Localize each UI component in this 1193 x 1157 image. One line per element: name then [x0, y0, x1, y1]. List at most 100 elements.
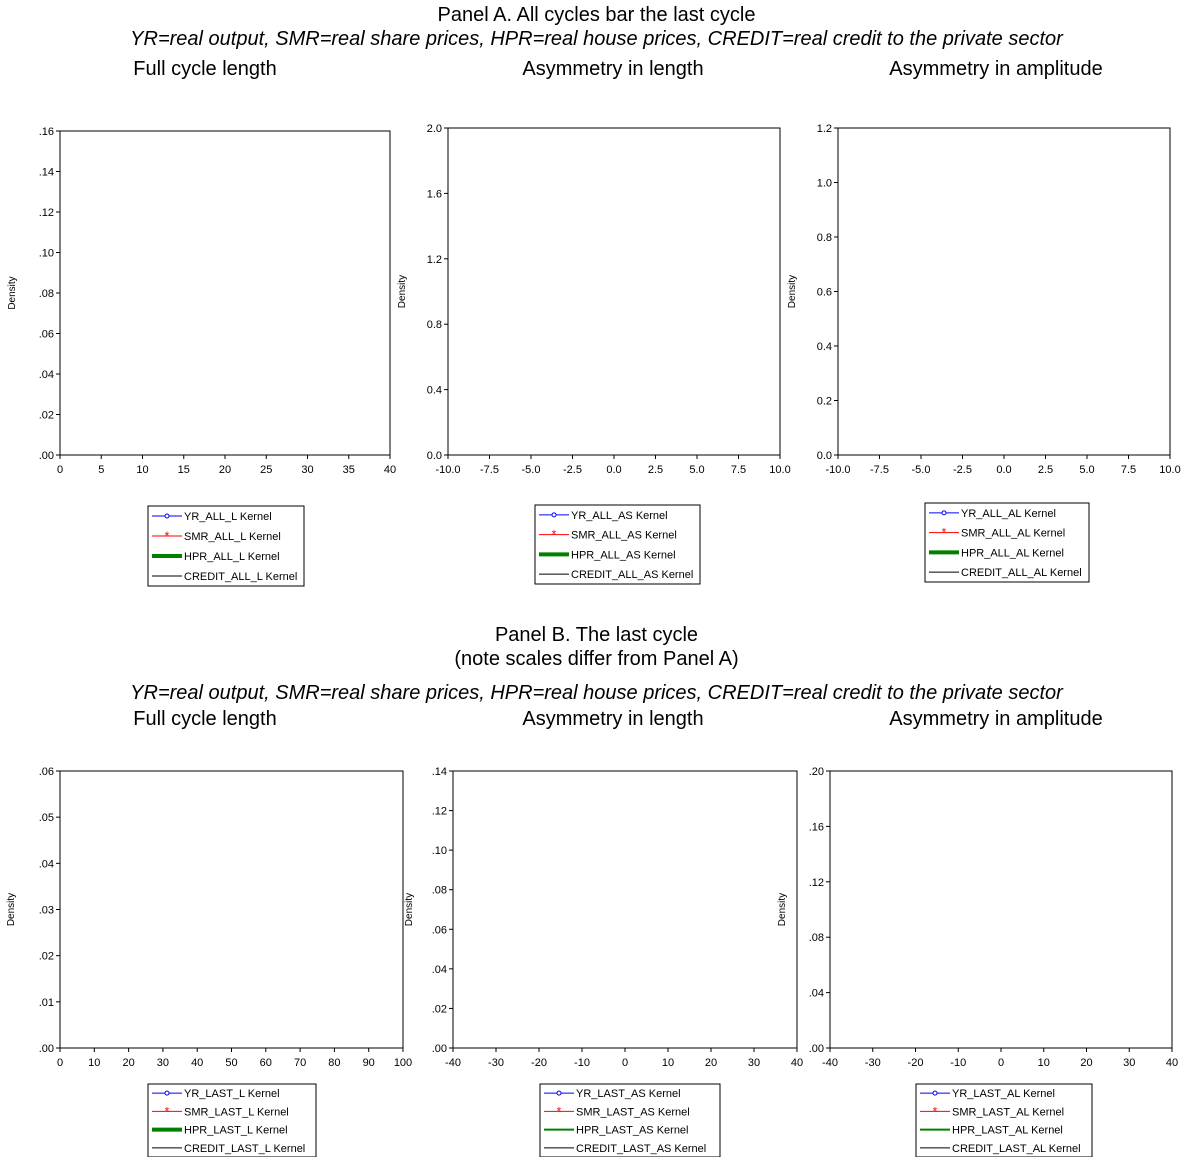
y-tick-label: .01 — [39, 997, 54, 1009]
legend-label: CREDIT_LAST_AS Kernel — [576, 1143, 706, 1155]
legend-label: SMR_ALL_L Kernel — [184, 531, 281, 543]
x-tick-label: 30 — [1123, 1057, 1135, 1069]
legend: YR_LAST_AL Kernel * SMR_LAST_AL Kernel HPR_… — [915, 1083, 1093, 1157]
legend-box — [534, 504, 701, 585]
y-tick-label: 0.4 — [817, 341, 832, 353]
y-tick-label: .12 — [432, 806, 447, 818]
legend-marker-circle-icon — [556, 1090, 562, 1096]
x-tick-label: 0.0 — [606, 464, 621, 476]
x-tick-label: 30 — [157, 1057, 169, 1069]
panel-a-subtitle: YR=real output, SMR=real share prices, H… — [130, 28, 1063, 50]
x-tick-label: 7.5 — [731, 464, 746, 476]
legend-label: CREDIT_LAST_AL Kernel — [952, 1143, 1081, 1155]
y-axis-label: Density — [787, 275, 798, 308]
y-tick-label: .08 — [39, 288, 54, 300]
x-tick-label: 10 — [136, 464, 148, 476]
x-tick-label: 0 — [57, 464, 63, 476]
x-tick-label: -40 — [822, 1057, 838, 1069]
y-tick-label: .06 — [39, 766, 54, 778]
x-tick-label: 50 — [225, 1057, 237, 1069]
plot-frame — [59, 130, 391, 456]
y-tick-label: .12 — [39, 207, 54, 219]
y-tick-label: .02 — [39, 410, 54, 422]
y-axis-label: Density — [777, 893, 788, 926]
x-tick-label: 40 — [791, 1057, 803, 1069]
x-tick-label: -30 — [865, 1057, 881, 1069]
y-tick-label: .04 — [432, 964, 447, 976]
x-tick-label: 5.0 — [689, 464, 704, 476]
y-tick-label: 0.6 — [817, 287, 832, 299]
y-tick-label: .02 — [432, 1003, 447, 1015]
x-tick-label: -5.0 — [522, 464, 541, 476]
x-tick-label: -20 — [531, 1057, 547, 1069]
legend-label: YR_ALL_AL Kernel — [961, 508, 1056, 520]
x-tick-label: 100 — [394, 1057, 412, 1069]
legend: YR_ALL_AS Kernel * SMR_ALL_AS Kernel HPR_AL… — [534, 504, 701, 585]
x-tick-label: -2.5 — [563, 464, 582, 476]
plot-frame — [447, 127, 781, 456]
plot-frame — [837, 127, 1171, 456]
legend-box — [147, 505, 305, 587]
legend-label: HPR_LAST_AL Kernel — [952, 1125, 1063, 1137]
panel-b-col-title-1: Full cycle length — [133, 708, 277, 730]
y-tick-label: 1.2 — [817, 123, 832, 135]
plot-frame — [452, 770, 798, 1049]
x-tick-label: 7.5 — [1121, 464, 1136, 476]
x-tick-label: 60 — [260, 1057, 272, 1069]
y-axis-label: Density — [6, 893, 17, 926]
y-tick-label: .14 — [432, 766, 447, 778]
panel-b-note: (note scales differ from Panel A) — [454, 648, 739, 670]
y-tick-label: 0.8 — [817, 232, 832, 244]
legend-label: SMR_ALL_AL Kernel — [961, 528, 1065, 540]
x-tick-label: -10.0 — [435, 464, 460, 476]
chart-3: 0.0 0.2 0.4 0.6 0.8 1.0 1.2 -10.0 -7.5 -5.0 -2.5 0.… — [787, 123, 1181, 583]
y-tick-label: 1.0 — [817, 178, 832, 190]
x-tick-label: 0 — [622, 1057, 628, 1069]
y-tick-label: .10 — [39, 248, 54, 260]
x-tick-label: -7.5 — [870, 464, 889, 476]
legend-label: YR_LAST_AL Kernel — [952, 1088, 1055, 1100]
legend-box — [924, 502, 1090, 583]
x-tick-label: -2.5 — [953, 464, 972, 476]
legend: YR_LAST_L Kernel * SMR_LAST_L Kernel HPR_LA… — [147, 1083, 317, 1157]
legend-label: CREDIT_ALL_AS Kernel — [571, 569, 693, 581]
legend-box — [147, 1083, 317, 1157]
x-tick-label: 40 — [384, 464, 396, 476]
y-tick-label: 0.0 — [427, 450, 442, 462]
x-tick-label: 20 — [1080, 1057, 1092, 1069]
x-tick-label: 40 — [1166, 1057, 1178, 1069]
panel-b-title: Panel B. The last cycle — [494, 624, 699, 646]
legend-label: SMR_ALL_AS Kernel — [571, 530, 677, 542]
chart-5: .00 .02 .04 .06 .08 .10 .12 .14 -40 -30 -20 -10 0 10 2… — [404, 766, 803, 1157]
panel-b-subtitle: YR=real output, SMR=real share prices, H… — [130, 682, 1063, 704]
y-tick-label: .04 — [39, 369, 54, 381]
y-tick-label: .06 — [39, 329, 54, 341]
legend-label: HPR_LAST_L Kernel — [184, 1125, 288, 1137]
y-tick-label: .16 — [809, 821, 824, 833]
y-tick-label: .08 — [432, 885, 447, 897]
x-tick-label: 10 — [1038, 1057, 1050, 1069]
legend: YR_ALL_L Kernel * SMR_ALL_L Kernel HPR_ALL_… — [147, 505, 305, 587]
y-tick-label: .04 — [39, 858, 54, 870]
y-tick-label: .03 — [39, 905, 54, 917]
y-tick-label: .00 — [39, 450, 54, 462]
y-tick-label: 0.8 — [427, 319, 442, 331]
panel-a-col-title-3: Asymmetry in amplitude — [889, 58, 1103, 80]
x-tick-label: 90 — [363, 1057, 375, 1069]
y-tick-label: .00 — [809, 1043, 824, 1055]
x-tick-label: 20 — [219, 464, 231, 476]
legend-marker-star-icon: * — [552, 528, 557, 542]
y-tick-label: 0.0 — [817, 450, 832, 462]
x-tick-label: 70 — [294, 1057, 306, 1069]
x-tick-label: 5.0 — [1079, 464, 1094, 476]
chart-6: .00 .04 .08 .12 .16 .20 -40 -30 -20 -10 0 10 20 30 40 D… — [777, 766, 1178, 1157]
legend-label: YR_LAST_L Kernel — [184, 1088, 280, 1100]
x-tick-label: -30 — [488, 1057, 504, 1069]
y-tick-label: 1.6 — [427, 188, 442, 200]
x-tick-label: -7.5 — [480, 464, 499, 476]
x-tick-label: -40 — [445, 1057, 461, 1069]
legend-label: YR_ALL_AS Kernel — [571, 510, 668, 522]
legend-marker-circle-icon — [164, 1090, 170, 1096]
chart-2: 0.0 0.4 0.8 1.2 1.6 2.0 -10.0 -7.5 -5.0 -2.5 0.0 2.… — [397, 123, 791, 585]
legend-marker-star-icon: * — [933, 1104, 938, 1118]
